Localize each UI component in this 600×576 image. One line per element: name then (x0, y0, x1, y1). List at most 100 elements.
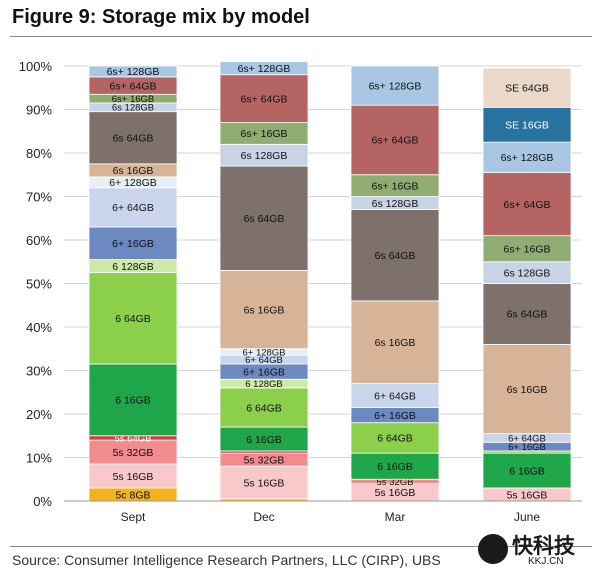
segment-label: 6s 64GB (113, 133, 154, 145)
segment-label: 5s 64GB (115, 433, 152, 444)
segment-label: 6s 64GB (244, 213, 285, 225)
segment-label: 6+ 128GB (242, 347, 285, 358)
segment-label: 6 128GB (245, 379, 283, 390)
segment-label: 6s 64GB (507, 309, 548, 321)
segment-label: 6 64GB (377, 433, 413, 445)
segment-label: 6s+ 128GB (238, 63, 291, 75)
bar-segment (219, 270, 309, 350)
bar-segment (88, 272, 178, 365)
segment-label: 6s+ 64GB (504, 199, 551, 211)
bar-segment (482, 172, 572, 237)
segment-label: 6s+ 16GB (504, 243, 551, 255)
segment-label: 5s 32GB (377, 477, 414, 488)
y-tick-label: 20% (26, 407, 52, 422)
watermark: 快科技 KKJ.CN (478, 530, 590, 570)
page-title: Figure 9: Storage mix by model (12, 6, 310, 28)
segment-label: 6+ 16GB (508, 442, 546, 453)
bar-segment (482, 343, 572, 434)
bar-segment (350, 104, 440, 176)
segment-label: 6s 128GB (241, 150, 288, 162)
segment-label: 5s 16GB (113, 471, 154, 483)
x-tick-label: Mar (385, 510, 406, 524)
axes: 0% 10% 20% 30% 40% 50% 60% 70% 80% 90% 100% Sept Dec… (19, 59, 582, 524)
segment-label: 6s+ 128GB (369, 80, 422, 92)
segment-label: 6s 128GB (112, 103, 154, 114)
segment-label: SE 16GB (505, 120, 549, 132)
y-tick-label: 80% (26, 146, 52, 161)
segment-label: 6s+ 16GB (372, 180, 419, 192)
x-tick-label: Sept (121, 510, 146, 524)
y-tick-label: 0% (33, 494, 52, 509)
segment-label: 6s 16GB (375, 337, 416, 349)
segment-label: 6 128GB (112, 261, 153, 273)
bar-segment (219, 465, 309, 500)
segment-label: 6s 16GB (244, 304, 285, 316)
source-divider (10, 546, 592, 547)
segment-label: 6 16GB (115, 395, 151, 407)
bar-segment (219, 387, 309, 428)
y-tick-label: 60% (26, 233, 52, 248)
source-note: Source: Consumer Intelligence Research P… (12, 552, 441, 568)
segment-label: 6+ 64GB (374, 390, 416, 402)
bar-segment (88, 65, 178, 78)
x-tick-label: June (514, 510, 540, 524)
segment-label: 5s 16GB (375, 487, 416, 499)
watermark-url: KKJ.CN (528, 556, 564, 567)
segment-label: 6+ 16GB (374, 410, 416, 422)
bar-segment (219, 61, 309, 76)
y-tick-label: 90% (26, 103, 52, 118)
segment-label: 6s 16GB (507, 384, 548, 396)
segment-label: 6 16GB (377, 461, 413, 473)
bar-segment (482, 141, 572, 173)
watermark-text: 快科技 (512, 534, 575, 558)
segment-label: 6 16GB (246, 434, 282, 446)
segment-label: 6+ 64GB (112, 202, 154, 214)
segment-label: 6s 128GB (372, 198, 419, 210)
segment-label: 6s+ 128GB (107, 66, 160, 78)
bar-segment (482, 67, 572, 108)
segment-label: 6s 64GB (375, 250, 416, 262)
segment-label: 6s+ 64GB (241, 93, 288, 105)
segment-label: 6s 128GB (504, 267, 551, 279)
watermark-logo-icon (478, 534, 508, 564)
bar-segment (88, 111, 178, 165)
segment-label: 6+ 128GB (109, 177, 157, 189)
segment-label: 6 64GB (246, 402, 282, 414)
segment-label: 6+ 64GB (245, 355, 283, 366)
bar-segment (350, 209, 440, 302)
title-divider (10, 36, 592, 37)
segment-label: 6 16GB (509, 465, 545, 477)
segment-label: 5s 16GB (507, 489, 548, 501)
segment-label: 6s 16GB (113, 165, 154, 177)
bar-segment (350, 422, 440, 454)
y-tick-label: 70% (26, 190, 52, 205)
bar-segment (219, 74, 309, 123)
segment-label: 6+ 64GB (508, 433, 546, 444)
segment-label: 6+ 16GB (243, 366, 285, 378)
segment-label: 5s 32GB (244, 454, 285, 466)
x-tick-label: Dec (253, 510, 274, 524)
bar-segment (482, 235, 572, 263)
bar-segment (219, 165, 309, 271)
bar-segment (482, 283, 572, 345)
segment-label: 6s+ 64GB (372, 135, 419, 147)
y-tick-label: 50% (26, 277, 52, 292)
segment-label: 6s+ 16GB (241, 128, 288, 140)
segment-label: 5c 8GB (115, 489, 150, 501)
y-tick-label: 10% (26, 451, 52, 466)
segment-label: 6+ 16GB (112, 238, 154, 250)
bar-segment (88, 187, 178, 228)
segment-label: SE 64GB (505, 83, 549, 95)
bar-segment (350, 300, 440, 384)
bar-segment (350, 65, 440, 106)
segment-label: 5s 16GB (244, 477, 285, 489)
y-tick-label: 100% (19, 59, 53, 74)
segment-label: 6s+ 64GB (110, 80, 157, 92)
bar-segment (350, 452, 440, 480)
bar-segment (88, 226, 178, 260)
y-tick-label: 30% (26, 364, 52, 379)
bar-segment (482, 452, 572, 489)
bar-segment (482, 106, 572, 143)
